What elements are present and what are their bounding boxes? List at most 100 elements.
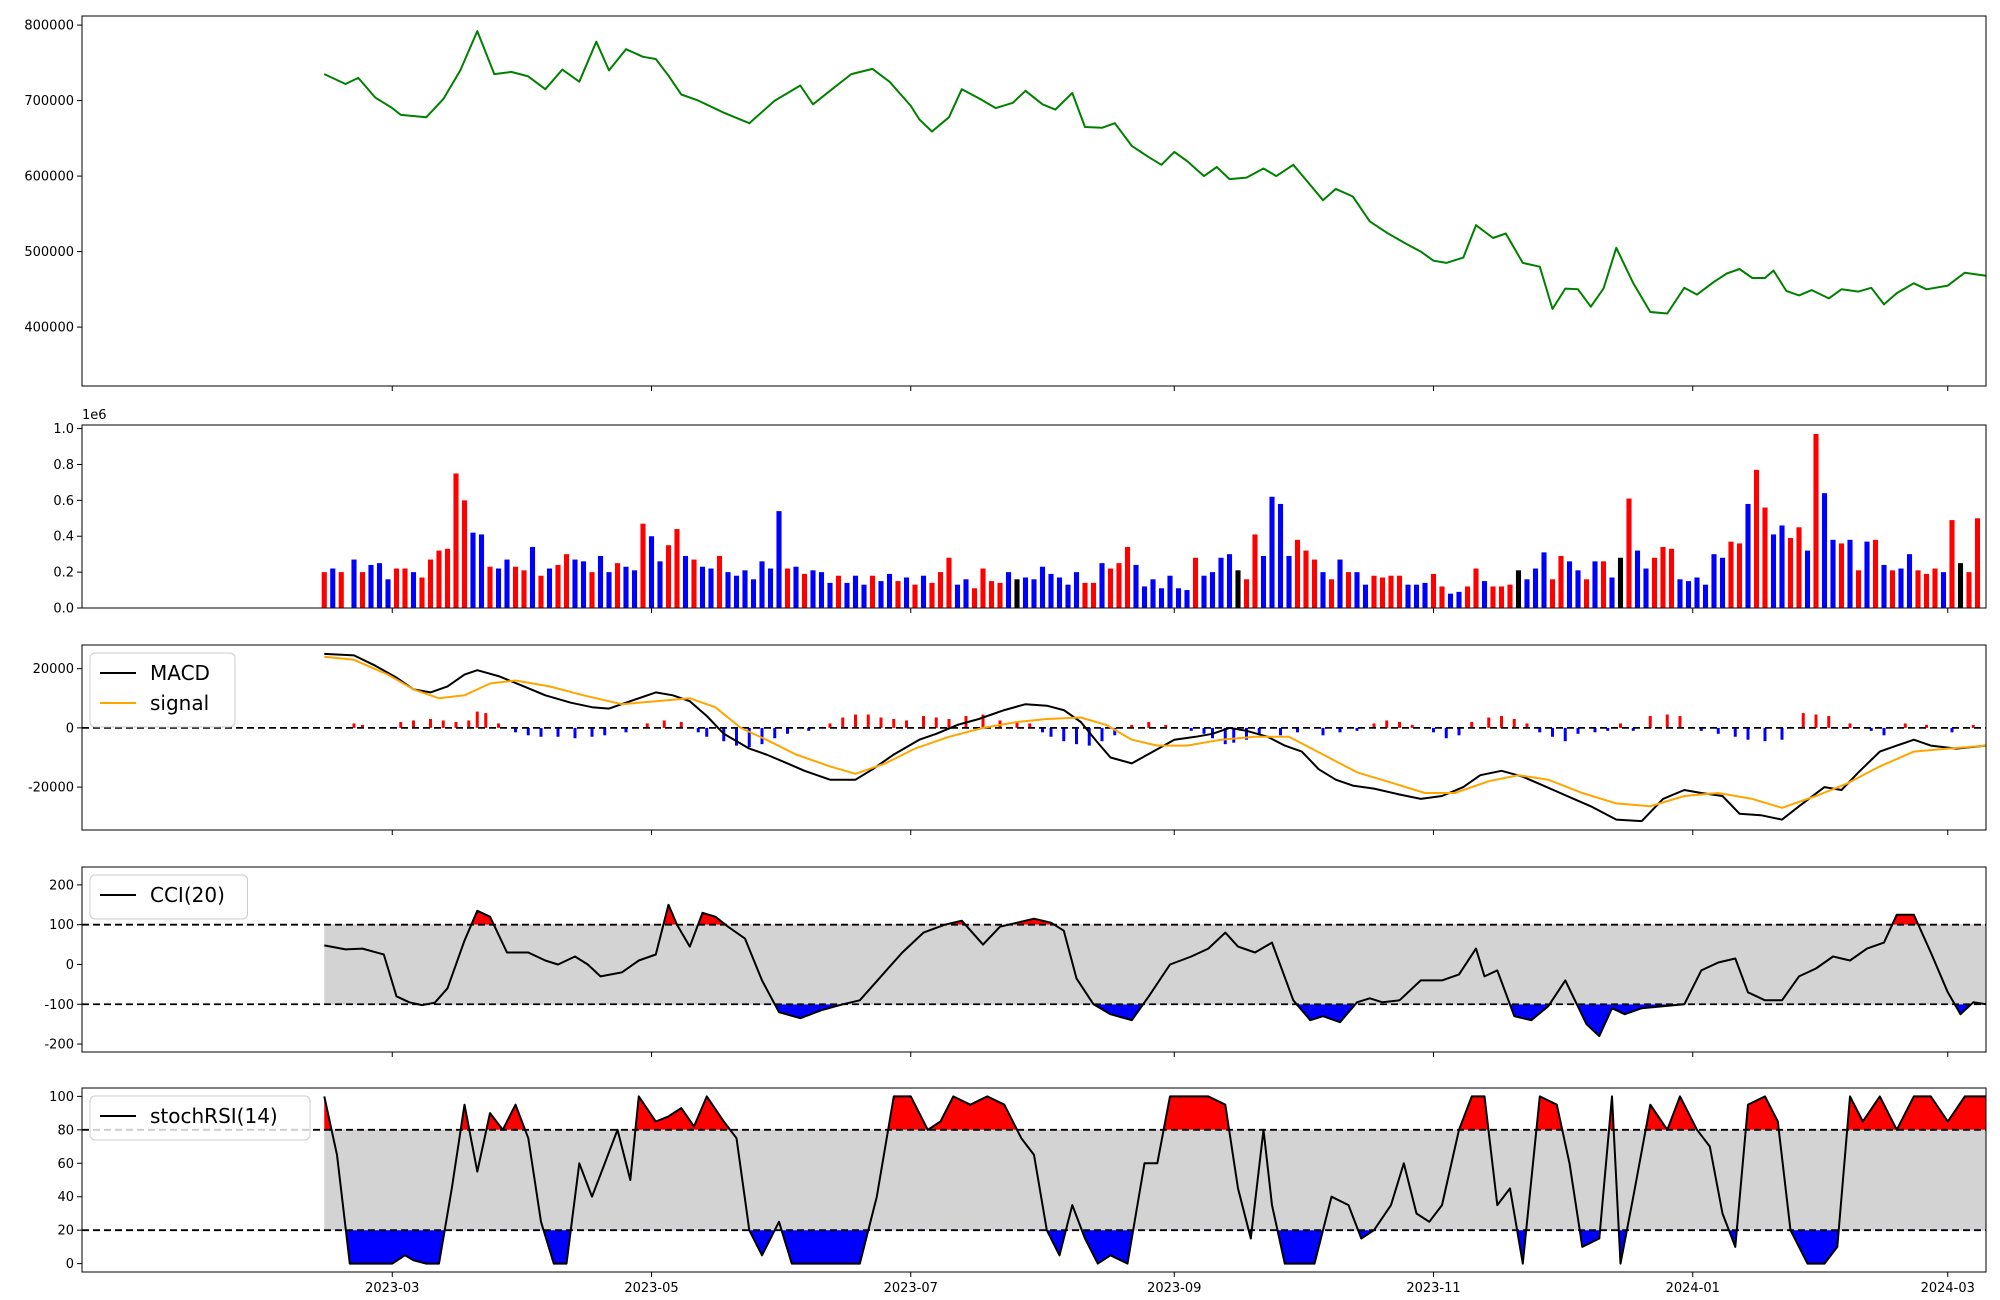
volume-bar [402, 568, 408, 608]
xtick-label: 2023-03 [365, 1281, 419, 1296]
macd-histogram-bar [679, 721, 683, 728]
cci-neutral-band [324, 924, 1986, 1005]
stochrsi-ytick-label: 100 [49, 1090, 74, 1105]
volume-bar [1022, 577, 1029, 608]
volume-bar [1974, 518, 1981, 608]
volume-bar [1082, 582, 1088, 608]
volume-bar [674, 529, 680, 608]
xtick-label: 2023-07 [884, 1281, 938, 1296]
volume-bar [1141, 586, 1148, 608]
volume-bar [725, 572, 731, 608]
volume-bar [997, 582, 1003, 608]
macd-histogram-bar [1563, 727, 1567, 742]
macd-histogram-bar [1733, 727, 1737, 737]
macd-histogram-bar [514, 727, 517, 733]
volume-bar [1464, 586, 1471, 608]
volume-bar [1269, 496, 1275, 608]
volume-bar [1830, 539, 1836, 608]
volume-bar [1073, 572, 1080, 608]
macd-histogram-bar [905, 720, 908, 728]
volume-bar [606, 572, 612, 608]
volume-bar [1031, 579, 1037, 608]
volume-bar [1456, 591, 1462, 608]
macd-histogram-bar [1780, 727, 1784, 740]
volume-bar [1005, 572, 1012, 608]
xtick-label: 2024-03 [1921, 1281, 1975, 1296]
volume-bar [1753, 469, 1760, 608]
macd-histogram-bar [786, 727, 789, 734]
price-axes-frame [81, 15, 1987, 387]
volume-bar [691, 559, 697, 608]
volume-bar [1150, 579, 1156, 608]
macd-histogram-bar [1444, 727, 1448, 739]
volume-bar [1626, 498, 1632, 608]
volume-bar [980, 568, 986, 608]
volume-bar [1192, 557, 1199, 608]
macd-histogram-bar [1814, 714, 1818, 728]
cci-ytick-label: 100 [49, 918, 74, 933]
macd-histogram-bar [1062, 727, 1066, 742]
volume-bar [623, 566, 629, 608]
volume-bar [801, 573, 808, 608]
volume-bar [699, 566, 706, 608]
macd-axes-frame [81, 644, 1987, 831]
macd-histogram-bar [1525, 723, 1529, 728]
volume-bar [988, 581, 995, 608]
macd-panel: -20000 0 20000 MACD signal [28, 644, 1987, 835]
volume-panel: 0.0 0.2 0.4 0.6 0.8 1.0 1e6 [53, 408, 1987, 617]
volume-bar [614, 563, 621, 608]
macd-histogram-bar [1848, 723, 1852, 728]
volume-bar [1583, 579, 1590, 608]
price-plot-area [323, 30, 1986, 315]
volume-bar [1490, 586, 1496, 608]
macd-histogram-bar [1512, 719, 1516, 728]
macd-histogram-bar [526, 727, 530, 736]
macd-histogram-bar [1410, 724, 1414, 728]
macd-histogram-bar [1716, 727, 1720, 734]
cci-ytick-label: 0 [66, 958, 74, 973]
macd-histogram-bar [705, 727, 709, 737]
volume-bar [784, 568, 791, 608]
volume-bar [818, 572, 825, 608]
volume-bar [1898, 568, 1904, 608]
volume-bar [1243, 579, 1250, 608]
macd-histogram-bar [1385, 720, 1389, 728]
volume-bar [1422, 582, 1428, 608]
volume-bar [903, 577, 910, 608]
volume-bar [1838, 543, 1845, 608]
volume-bar [1116, 563, 1122, 608]
macd-histogram-bar [828, 723, 832, 728]
volume-bar [338, 572, 344, 608]
macd-histogram-bar [1950, 727, 1954, 733]
volume-bar [1634, 550, 1641, 608]
macd-histogram-bar [773, 727, 777, 739]
stochrsi-series-line [323, 1095, 1986, 1265]
volume-bar [1651, 557, 1658, 608]
volume-bar [844, 582, 850, 608]
volume-bar [1711, 554, 1717, 608]
volume-bar [920, 575, 927, 608]
price-ytick-label: 600000 [24, 170, 74, 185]
volume-ytick-label: 1.0 [53, 422, 74, 437]
volume-bar [572, 559, 578, 608]
macd-histogram-bar [1882, 727, 1886, 736]
volume-bar [1124, 547, 1131, 608]
volume-bar [1881, 564, 1887, 608]
macd-histogram-bar [922, 716, 925, 728]
macd-histogram-bar [1338, 727, 1342, 733]
volume-bar [427, 559, 434, 608]
volume-bar [546, 568, 553, 608]
macd-histogram-bar [662, 720, 666, 728]
macd-histogram-bar [475, 711, 479, 728]
volume-bar [419, 577, 425, 608]
volume-bar [580, 561, 587, 608]
macd-histogram-bar [1113, 727, 1117, 736]
macd-histogram-bar [1551, 727, 1554, 737]
price-ytick-label: 700000 [24, 94, 74, 109]
volume-bar [1277, 503, 1284, 608]
volume-bar [1923, 573, 1930, 608]
volume-plot-area [321, 433, 1981, 608]
macd-histogram-bar [841, 717, 845, 728]
macd-histogram-bar [1576, 727, 1580, 734]
volume-bar [1694, 577, 1700, 608]
